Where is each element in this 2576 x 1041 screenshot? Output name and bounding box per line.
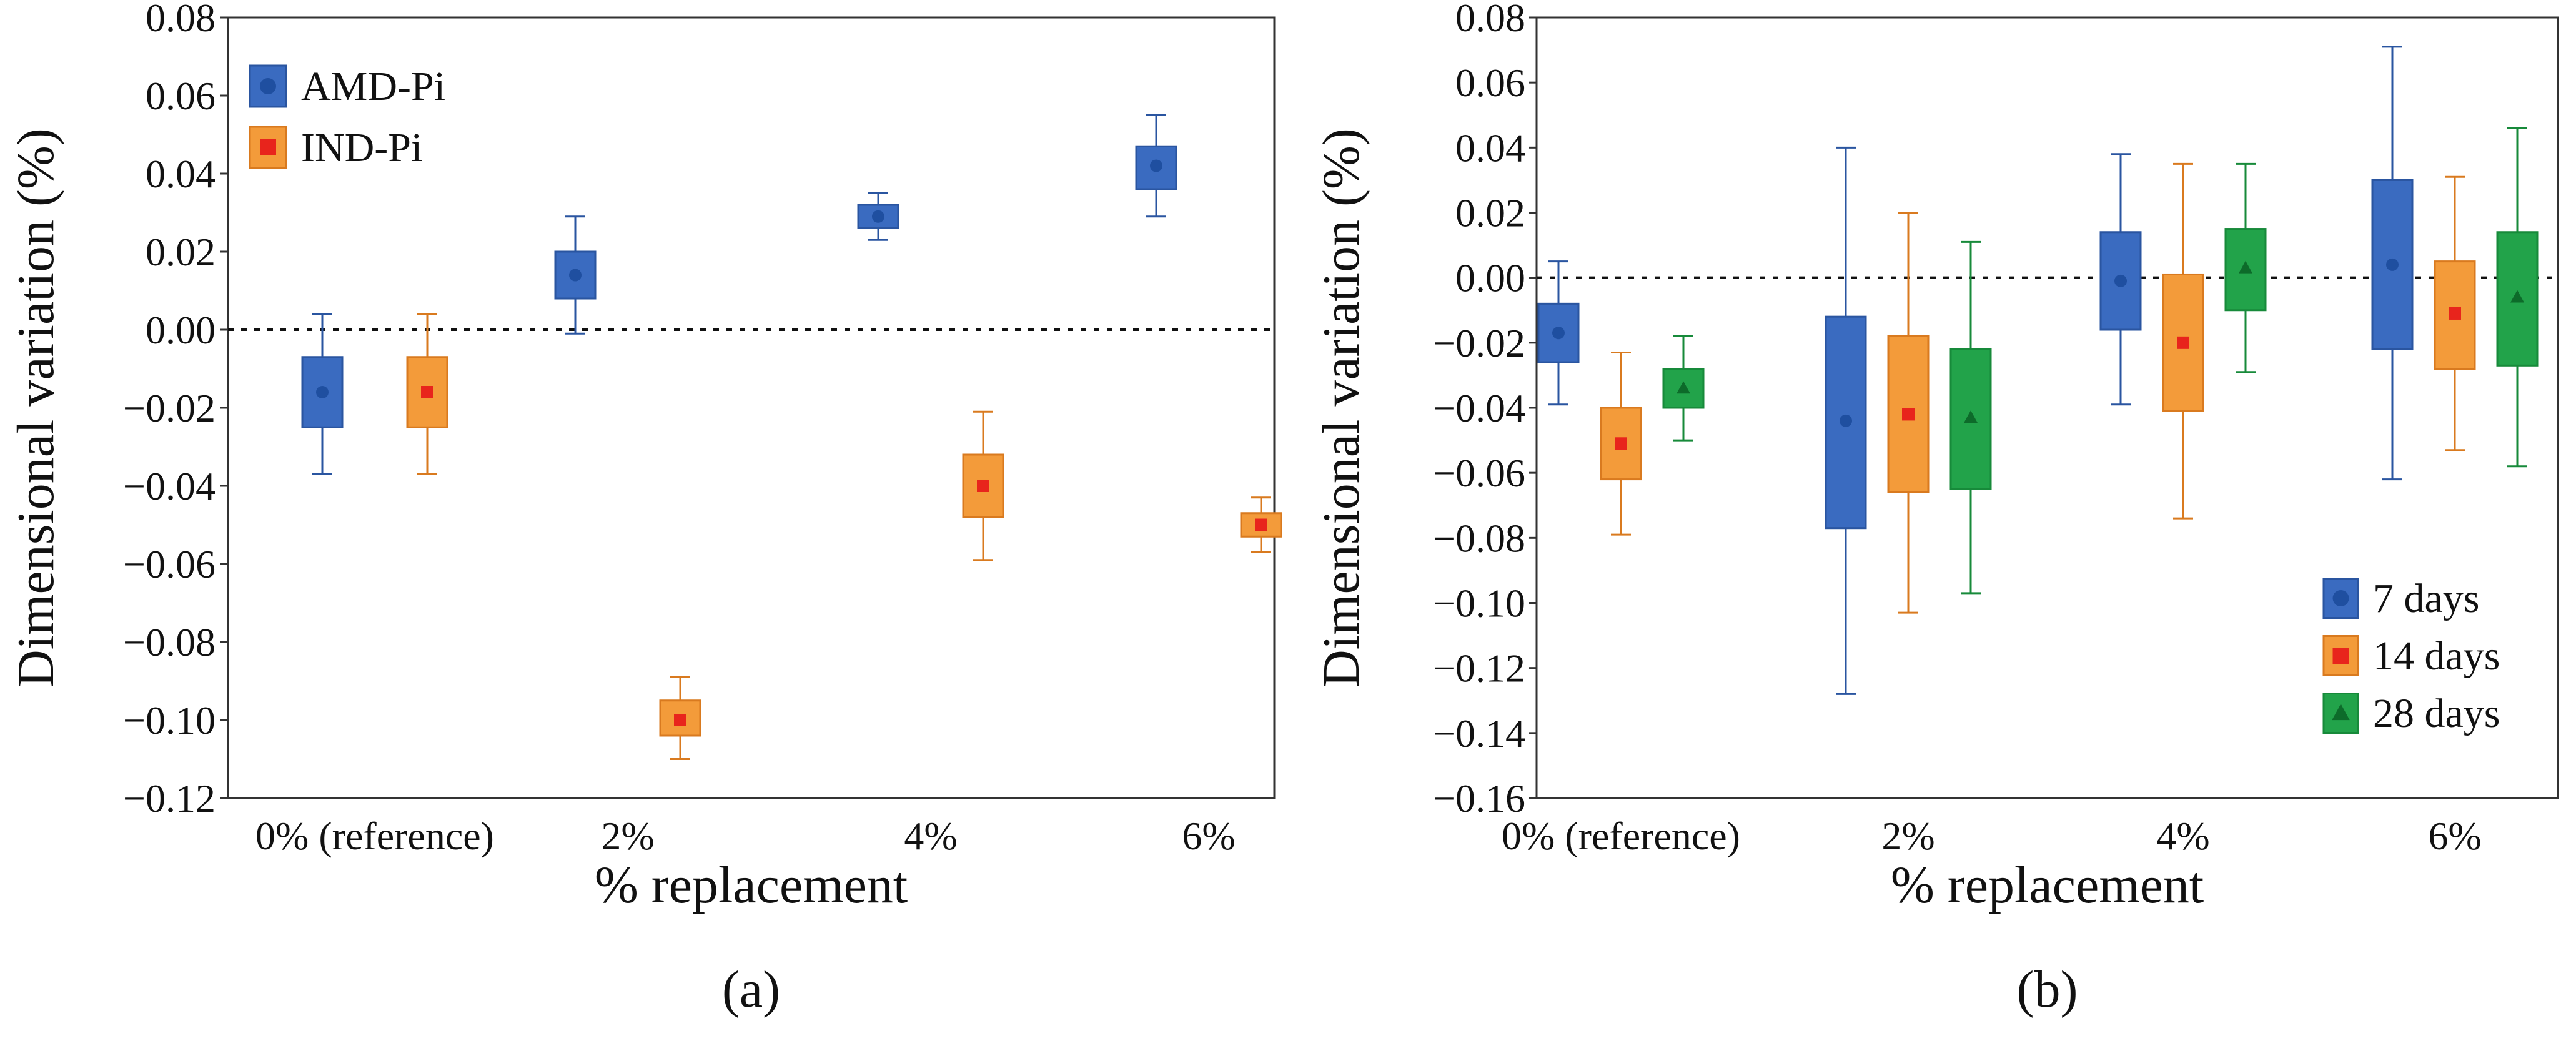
x-tick-label: 2% — [1881, 814, 1934, 858]
median-marker — [2386, 258, 2399, 271]
median-marker — [1902, 408, 1915, 421]
legend-label: 14 days — [2373, 633, 2500, 679]
y-tick-label: 0.00 — [146, 308, 215, 352]
y-tick-label: −0.14 — [1433, 711, 1525, 756]
y-tick-label: 0.02 — [146, 230, 215, 274]
y-tick-label: 0.04 — [1455, 126, 1525, 170]
panel-label: (a) — [722, 960, 780, 1019]
median-marker — [872, 210, 884, 223]
legend-marker — [2332, 648, 2349, 664]
y-tick-label: −0.12 — [123, 776, 215, 821]
x-axis-title: % replacement — [595, 856, 908, 914]
box-iqr — [1949, 348, 1992, 490]
y-tick-label: 0.06 — [1455, 61, 1525, 105]
legend: 7 days 14 days 28 days — [2322, 576, 2500, 736]
median-marker — [674, 714, 686, 726]
median-marker — [1615, 437, 1627, 450]
x-tick-label: 2% — [601, 814, 654, 858]
panel-label: (b) — [2017, 960, 2078, 1019]
y-axis-title: Dimensional variation (%) — [1312, 128, 1370, 688]
legend-marker — [2332, 590, 2349, 606]
legend-marker — [260, 78, 276, 94]
median-marker — [2449, 307, 2461, 320]
y-tick-label: −0.02 — [1433, 321, 1525, 365]
median-marker — [2239, 260, 2252, 274]
median-marker — [1677, 381, 1690, 394]
y-tick-label: −0.08 — [123, 620, 215, 664]
y-tick-label: −0.10 — [123, 698, 215, 743]
median-marker — [1964, 410, 1978, 423]
y-tick-label: 0.02 — [1455, 191, 1525, 235]
y-tick-label: 0.08 — [146, 0, 215, 40]
chart-panel-a: 0.08 0.06 0.04 0.02 0.00 −0.02 −0.04 −0.06 −0.08… — [7, 0, 1282, 1019]
chart-panel-b: 0.08 0.06 0.04 0.02 0.00 −0.02 −0.04 −0.06 −0.08… — [1312, 0, 2559, 1019]
median-marker — [2177, 336, 2189, 349]
x-tick-label: 4% — [904, 814, 957, 858]
median-marker — [977, 480, 989, 492]
series-28-days — [1662, 127, 2539, 595]
y-tick-label: −0.12 — [1433, 646, 1525, 691]
legend-marker — [260, 139, 276, 155]
series-ind-pi — [406, 313, 1282, 760]
median-marker — [421, 386, 433, 398]
x-tick-label: 6% — [2428, 814, 2481, 858]
y-tick-label: −0.06 — [1433, 451, 1525, 495]
x-axis-title: % replacement — [1891, 856, 2204, 914]
median-marker — [2510, 290, 2524, 303]
x-tick-label: 6% — [1182, 814, 1235, 858]
box-iqr — [2371, 179, 2414, 350]
y-tick-label: −0.10 — [1433, 581, 1525, 626]
y-tick-label: −0.04 — [123, 464, 215, 508]
legend-label: AMD-Pi — [301, 64, 445, 109]
x-tick-label: 0% (reference) — [255, 814, 494, 858]
x-tick-label: 4% — [2156, 814, 2209, 858]
median-marker — [316, 386, 329, 398]
y-tick-label: −0.16 — [1433, 776, 1525, 821]
y-tick-label: −0.08 — [1433, 516, 1525, 560]
y-axis-title: Dimensional variation (%) — [7, 128, 65, 688]
median-marker — [1840, 414, 1852, 427]
y-tick-label: 0.08 — [1455, 0, 1525, 40]
legend: AMD-Pi IND-Pi — [249, 64, 445, 170]
legend-label: 7 days — [2373, 576, 2479, 621]
y-tick-label: −0.04 — [1433, 386, 1525, 430]
legend-label: IND-Pi — [301, 125, 422, 170]
x-tick-label: 0% (reference) — [1502, 814, 1740, 858]
median-marker — [1150, 159, 1162, 172]
y-tick-label: −0.06 — [123, 542, 215, 586]
median-marker — [1552, 327, 1565, 340]
legend-label: 28 days — [2373, 691, 2500, 736]
series-7-days — [1537, 46, 2414, 695]
legend-marker — [2332, 704, 2350, 721]
y-tick-label: 0.04 — [146, 152, 215, 196]
median-marker — [569, 269, 582, 282]
series-amd-pi — [301, 114, 1177, 475]
median-marker — [2114, 274, 2127, 287]
y-tick-label: 0.06 — [146, 74, 215, 118]
y-tick-label: −0.02 — [123, 386, 215, 430]
series-14-days — [1600, 162, 2476, 614]
y-tick-label: 0.00 — [1455, 256, 1525, 300]
median-marker — [1255, 518, 1267, 531]
